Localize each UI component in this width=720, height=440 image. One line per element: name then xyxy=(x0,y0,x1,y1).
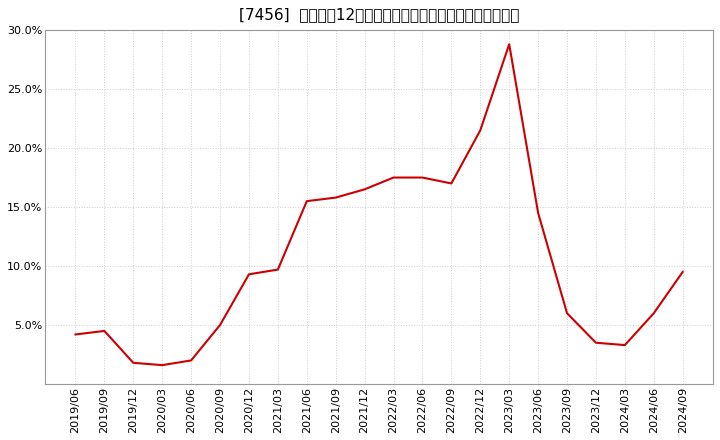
Title: [7456]  売上高の12か月移動合計の対前年同期増減率の推移: [7456] 売上高の12か月移動合計の対前年同期増減率の推移 xyxy=(239,7,519,22)
